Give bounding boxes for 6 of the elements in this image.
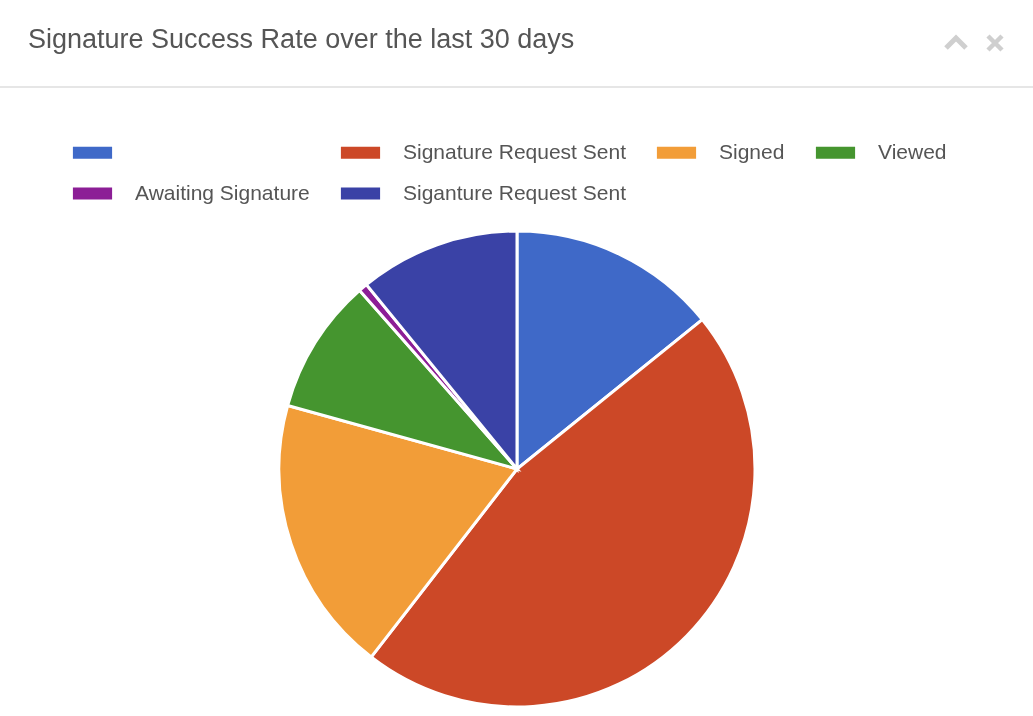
legend-label: Viewed	[878, 139, 947, 163]
legend-label: Signed	[719, 139, 785, 163]
legend-label: Signature Request Sent	[403, 139, 627, 163]
legend-label: Awaiting Signature	[135, 180, 310, 204]
legend-label: Siganture Request Sent	[403, 180, 627, 204]
chart-title: Signature Success Rate over the last 30 days	[28, 24, 575, 55]
